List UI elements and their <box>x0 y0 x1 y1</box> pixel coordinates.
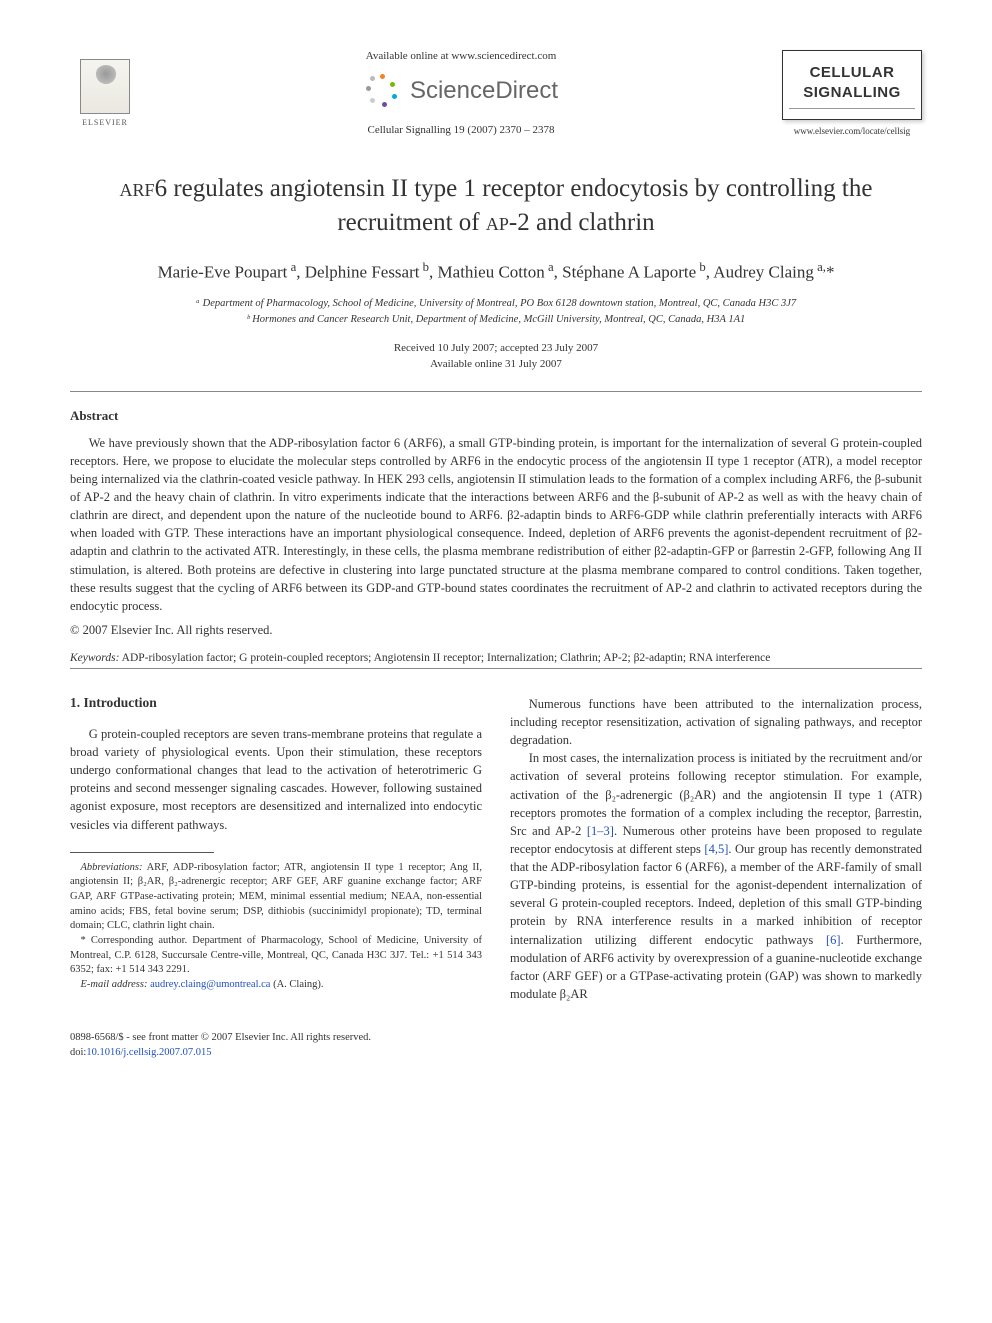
page-header: ELSEVIER Available online at www.science… <box>70 50 922 136</box>
citation-1-3[interactable]: [1–3] <box>587 824 614 838</box>
elsevier-label: ELSEVIER <box>82 118 128 127</box>
received-date: Received 10 July 2007; accepted 23 July … <box>70 340 922 357</box>
sciencedirect-logo: ScienceDirect <box>160 72 762 110</box>
keywords-label: Keywords: <box>70 652 119 664</box>
intro-paragraph-2b: In most cases, the internalization proce… <box>510 749 922 1003</box>
elsevier-logo: ELSEVIER <box>70 53 140 133</box>
body-columns: 1. Introduction G protein-coupled recept… <box>70 695 922 1003</box>
online-date: Available online 31 July 2007 <box>70 356 922 373</box>
abstract-copyright: © 2007 Elsevier Inc. All rights reserved… <box>70 623 922 638</box>
abbrev-label: Abbreviations: <box>81 862 143 873</box>
citation-4-5[interactable]: [4,5] <box>704 842 728 856</box>
journal-name-line2: SIGNALLING <box>789 83 915 103</box>
page-footer: 0898-6568/$ - see front matter © 2007 El… <box>70 1031 922 1060</box>
email-suffix: (A. Claing). <box>270 979 323 990</box>
affiliation-b: ᵇ Hormones and Cancer Research Unit, Dep… <box>70 312 922 328</box>
doi-link[interactable]: 10.1016/j.cellsig.2007.07.015 <box>86 1047 211 1058</box>
affiliations: ᵃ Department of Pharmacology, School of … <box>70 296 922 328</box>
sciencedirect-wordmark: ScienceDirect <box>410 77 558 105</box>
citation-6[interactable]: [6] <box>826 933 841 947</box>
email-label: E-mail address: <box>81 979 148 990</box>
available-online-line: Available online at www.sciencedirect.co… <box>160 50 762 62</box>
keywords-line: Keywords: ADP-ribosylation factor; G pro… <box>70 652 922 664</box>
doi-line: doi:10.1016/j.cellsig.2007.07.015 <box>70 1046 922 1061</box>
abbreviations-footnote: Abbreviations: ARF, ADP-ribosylation fac… <box>70 861 482 934</box>
journal-url: www.elsevier.com/locate/cellsig <box>782 126 922 136</box>
email-footnote: E-mail address: audrey.claing@umontreal.… <box>70 978 482 993</box>
article-title: arf6 regulates angiotensin II type 1 rec… <box>70 172 922 240</box>
abstract-text: We have previously shown that the ADP-ri… <box>70 434 922 615</box>
corresponding-email-link[interactable]: audrey.claing@umontreal.ca <box>150 979 270 990</box>
divider <box>70 391 922 392</box>
section-heading-intro: 1. Introduction <box>70 695 482 711</box>
journal-name-line1: CELLULAR <box>789 63 915 83</box>
center-header: Available online at www.sciencedirect.co… <box>140 50 782 136</box>
elsevier-tree-icon <box>80 59 130 114</box>
intro-paragraph-2a: Numerous functions have been attributed … <box>510 695 922 749</box>
author-list: Marie-Eve Poupart a, Delphine Fessart b,… <box>70 260 922 283</box>
footnote-rule <box>70 852 214 853</box>
sciencedirect-swirl-icon <box>364 72 402 110</box>
corresponding-author-footnote: * Corresponding author. Department of Ph… <box>70 934 482 978</box>
divider <box>70 668 922 669</box>
journal-cover-box: CELLULAR SIGNALLING www.elsevier.com/loc… <box>782 50 922 136</box>
intro-paragraph-1: G protein-coupled receptors are seven tr… <box>70 725 482 834</box>
article-dates: Received 10 July 2007; accepted 23 July … <box>70 340 922 373</box>
front-matter-line: 0898-6568/$ - see front matter © 2007 El… <box>70 1031 922 1046</box>
affiliation-a: ᵃ Department of Pharmacology, School of … <box>70 296 922 312</box>
journal-reference: Cellular Signalling 19 (2007) 2370 – 237… <box>160 124 762 136</box>
keywords-values: ADP-ribosylation factor; G protein-coupl… <box>119 652 770 664</box>
abstract-heading: Abstract <box>70 408 922 424</box>
